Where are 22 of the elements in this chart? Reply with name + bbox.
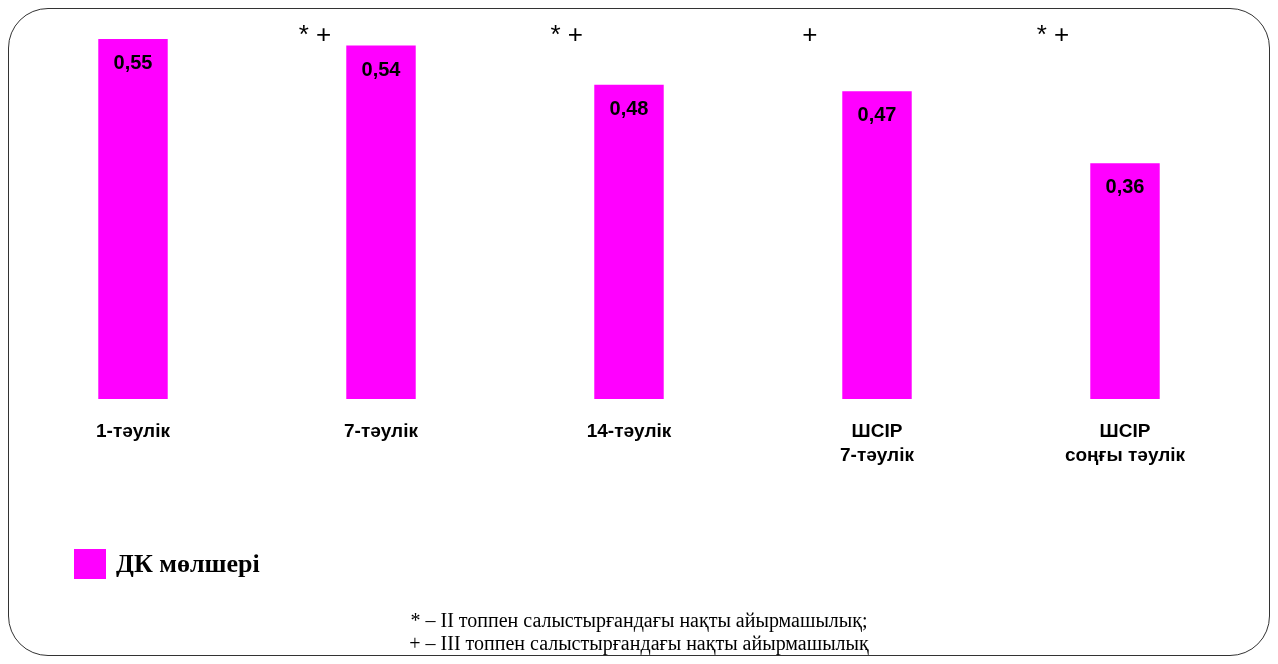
data-label: 0,55 xyxy=(113,51,153,73)
annotation: + xyxy=(802,19,818,50)
data-label: 0,36 xyxy=(1105,175,1145,198)
x-tick-label: 14-тәулік xyxy=(586,420,672,441)
x-tick-label: 7-тәулік xyxy=(344,420,419,441)
annotation: * + xyxy=(550,19,583,50)
bar xyxy=(346,45,416,399)
data-label: 0,47 xyxy=(857,103,897,126)
x-tick-label: 1-тәулік xyxy=(96,420,171,441)
text: * – II топпен салыстырғандағы нақты айырмашылық; xyxy=(409,609,869,632)
x-tick-label: ШСІР 7-тәулік xyxy=(840,420,915,465)
bar xyxy=(1090,163,1160,399)
annotation: * + xyxy=(298,19,332,50)
annotation: * + xyxy=(1036,19,1070,50)
bar xyxy=(594,84,664,399)
data-label: 0,54 xyxy=(361,57,402,80)
bar xyxy=(98,39,168,399)
legend-label: ДК мөлшері xyxy=(116,549,260,579)
x-tick-label: ШСІР соңғы тәулік xyxy=(1064,420,1186,465)
bar xyxy=(842,91,912,399)
data-label: 0,48 xyxy=(609,96,649,119)
text: + – III топпен салыстырғандағы нақты айырмашылық xyxy=(408,632,870,655)
